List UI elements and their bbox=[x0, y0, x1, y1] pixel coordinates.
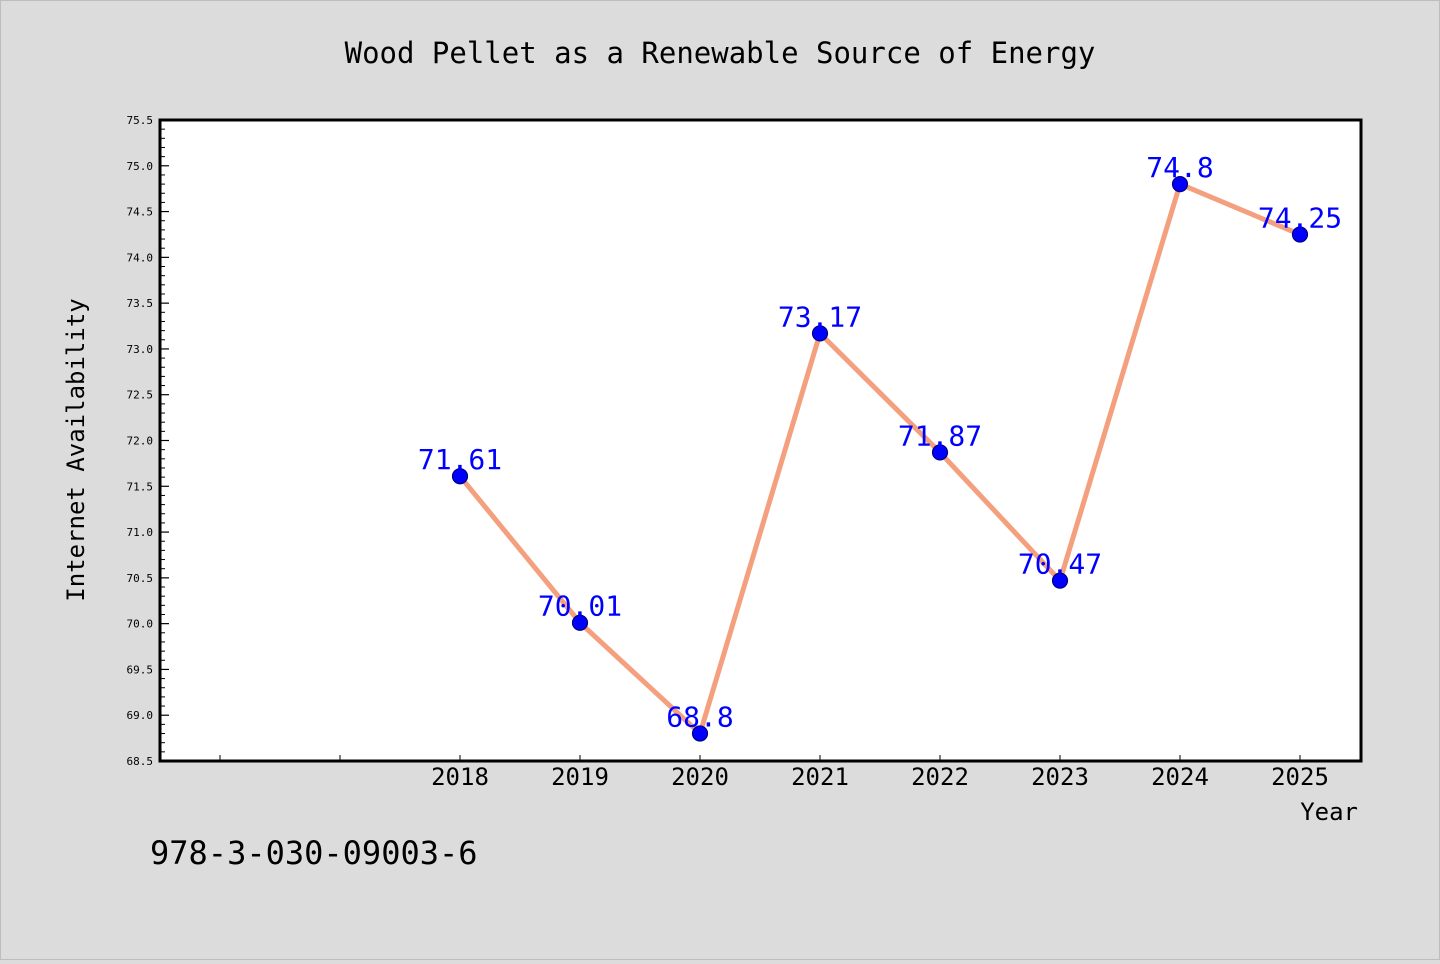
data-point bbox=[691, 725, 709, 742]
data-label: 68.8 bbox=[666, 701, 733, 734]
y-tick-label: 71.5 bbox=[127, 480, 154, 493]
data-label: 74.25 bbox=[1258, 201, 1342, 234]
y-axis-label: Internet Availability bbox=[62, 298, 90, 601]
y-axis: 68.5 69.0 69.5 70.0 70.5 71.0 71.5 72.0 72.5 73.0… bbox=[127, 114, 169, 768]
data-point bbox=[1171, 176, 1189, 193]
data-label: 70.01 bbox=[538, 590, 622, 623]
x-tick-label: 2021 bbox=[791, 763, 849, 791]
y-tick-label: 73.5 bbox=[127, 297, 154, 310]
x-tick-label: 2018 bbox=[431, 763, 489, 791]
x-tick-label: 2020 bbox=[671, 763, 729, 791]
data-point bbox=[1051, 572, 1069, 589]
series-layer: 71.61 70.01 68.8 73.17 71.87 70.47 74.8 74.25 bbox=[418, 151, 1342, 742]
data-point bbox=[571, 614, 589, 631]
y-tick-label: 69.0 bbox=[127, 709, 154, 722]
y-tick-label: 75.5 bbox=[127, 114, 154, 127]
data-point bbox=[931, 444, 949, 461]
chart-title: Wood Pellet as a Renewable Source of Ene… bbox=[345, 36, 1096, 70]
data-label: 71.61 bbox=[418, 443, 502, 476]
y-tick-label: 75.0 bbox=[127, 160, 154, 173]
isbn-label: 978-3-030-09003-6 bbox=[150, 834, 478, 872]
y-tick-label: 70.5 bbox=[127, 572, 154, 585]
data-label: 70.47 bbox=[1018, 548, 1102, 581]
y-tick-label: 72.5 bbox=[127, 389, 154, 402]
y-tick-label: 74.5 bbox=[127, 206, 154, 219]
y-tick-label: 70.0 bbox=[127, 618, 154, 631]
y-tick-label: 73.0 bbox=[127, 343, 154, 356]
x-tick-label: 2019 bbox=[551, 763, 609, 791]
y-tick-label: 72.0 bbox=[127, 435, 154, 448]
data-point bbox=[811, 325, 829, 342]
plot-area bbox=[158, 118, 1363, 763]
y-tick-label: 69.5 bbox=[127, 663, 154, 676]
x-tick-label: 2025 bbox=[1271, 763, 1329, 791]
data-point bbox=[1291, 226, 1309, 243]
x-tick-label: 2023 bbox=[1031, 763, 1089, 791]
data-label: 73.17 bbox=[778, 300, 862, 333]
x-axis: 2018 2019 2020 2021 2022 2023 2024 2025 bbox=[219, 755, 1329, 791]
y-tick-label: 68.5 bbox=[127, 755, 154, 768]
x-tick-label: 2022 bbox=[911, 763, 969, 791]
data-point bbox=[451, 468, 469, 485]
y-tick-label: 74.0 bbox=[127, 251, 154, 264]
data-label: 74.8 bbox=[1146, 151, 1213, 184]
x-tick-label: 2024 bbox=[1151, 763, 1209, 791]
x-axis-label: Year bbox=[1300, 798, 1358, 826]
series-line bbox=[457, 181, 1303, 737]
data-label: 71.87 bbox=[898, 419, 982, 452]
y-tick-label: 71.0 bbox=[127, 526, 154, 539]
